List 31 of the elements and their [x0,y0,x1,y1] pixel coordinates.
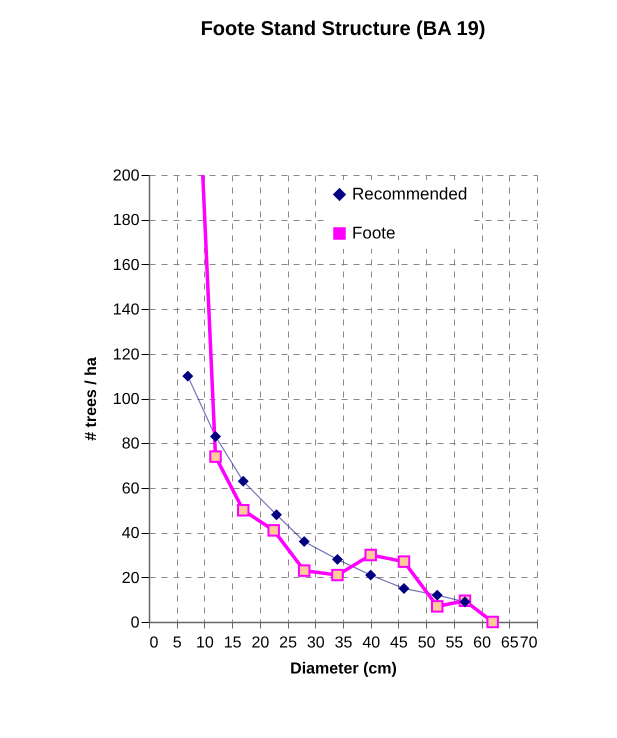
y-axis-title: # trees / ha [82,357,100,441]
y-tick-label: 120 [112,346,140,364]
y-tick-label: 160 [112,256,140,274]
x-tick-label: 0 [150,634,158,652]
x-tick-label: 55 [445,634,464,652]
x-tick-label: 45 [390,634,408,652]
y-tick-label: 20 [122,570,140,587]
x-tick-label: 40 [362,634,380,652]
x-tick-label: 65 [500,634,519,652]
y-tick-label: 200 [112,168,140,184]
x-tick-label: 35 [334,634,352,652]
chart-title: Foote Stand Structure (BA 19) [200,18,486,40]
y-tick-label: 80 [122,436,140,453]
x-tick-label: 5 [172,634,182,652]
y-tick-label: 140 [112,302,140,319]
legend-label: Foote [352,224,396,242]
x-axis-title: Diameter (cm) [290,660,397,678]
x-tick-label: 15 [224,634,242,652]
y-tick-label: 100 [112,391,140,408]
x-tick-label: 10 [196,634,214,652]
x-tick-label: 60 [473,634,492,652]
x-tick-label: 50 [418,634,436,652]
y-tick-label: 60 [122,480,140,498]
legend-label: Recommended [352,184,468,204]
x-tick-label: 70 [520,634,538,652]
x-tick-label: 20 [251,634,270,652]
x-tick-label: 30 [306,634,325,652]
x-tick-label: 25 [279,634,298,652]
y-tick-label: 0 [130,614,140,632]
y-tick-label: 40 [122,525,140,542]
y-tick-label: 180 [112,212,140,230]
